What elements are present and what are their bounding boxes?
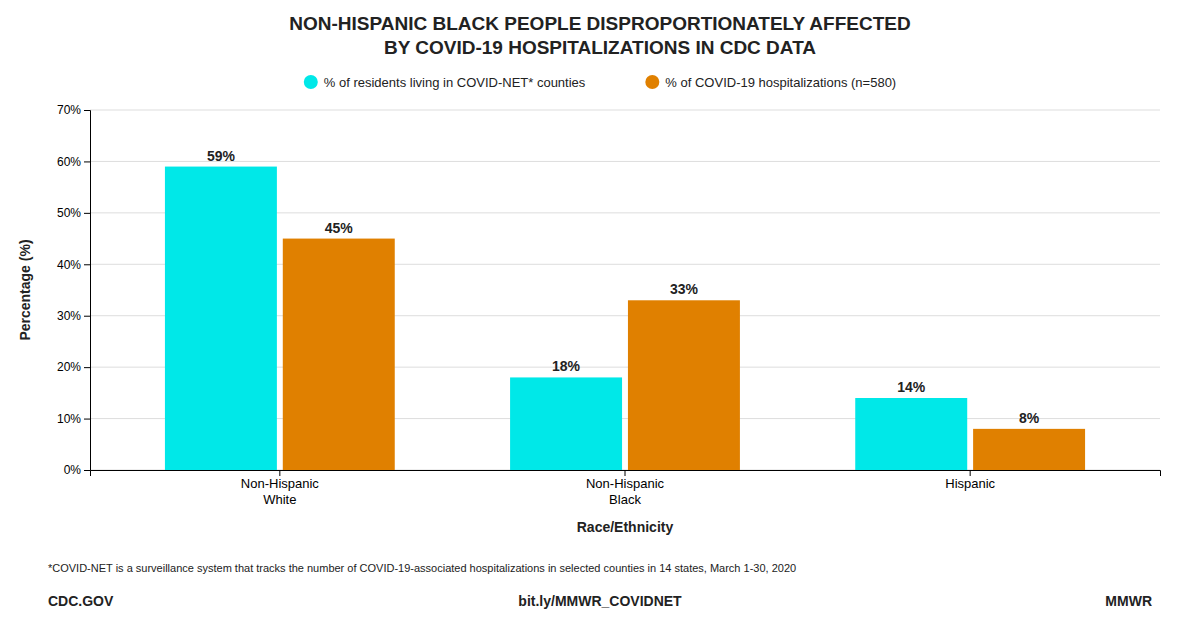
title: NON-HISPANIC BLACK PEOPLE DISPROPORTIONA… — [289, 13, 910, 58]
data-label: 59% — [207, 148, 236, 164]
chart: NON-HISPANIC BLACK PEOPLE DISPROPORTIONA… — [0, 0, 1200, 627]
y-tick: 40% — [57, 258, 90, 272]
bar — [165, 167, 277, 470]
data-label: 14% — [897, 379, 926, 395]
data-label: 18% — [552, 358, 581, 374]
y-tick-label: 70% — [57, 103, 81, 117]
legend-label: % of residents living in COVID-NET* coun… — [324, 75, 586, 90]
y-tick-mark — [84, 367, 90, 368]
y-tick-label: 30% — [57, 309, 81, 323]
y-tick: 0% — [64, 463, 90, 477]
x-tick: Non-HispanicWhite — [241, 470, 320, 507]
y-tick: 70% — [57, 103, 90, 117]
legend: % of residents living in COVID-NET* coun… — [304, 75, 896, 90]
data-labels: 59% 18% 14% 45% 33% 8% — [207, 148, 1040, 426]
y-tick-mark — [84, 213, 90, 214]
x-tick-mark — [625, 470, 626, 476]
footer: CDC.GOV — [48, 593, 114, 609]
y-tick-label: 50% — [57, 206, 81, 220]
y-tick-label: 10% — [57, 412, 81, 426]
x-axis-line — [91, 471, 1161, 477]
x-tick-mark — [970, 470, 971, 476]
grid-line — [90, 161, 1160, 162]
x-axis: Non-HispanicWhite Non-HispanicBlack Hispan… — [91, 470, 1161, 507]
y-tick-label: 40% — [57, 258, 81, 272]
plot: 59% 18% 14% 45% 33% 8% 0% 10% 20% 30% 40% 50% 60% 70%… — [57, 103, 1161, 507]
x-tick-label: Hispanic — [945, 476, 995, 491]
annotations: *COVID-NET is a surveillance system that… — [48, 562, 1152, 609]
legend-item: % of COVID-19 hospitalizations (n=580) — [645, 75, 896, 90]
bar — [283, 239, 395, 470]
legend-swatch — [645, 75, 659, 89]
legend-item: % of residents living in COVID-NET* coun… — [304, 75, 586, 90]
y-tick-mark — [84, 470, 90, 471]
y-tick: 50% — [57, 206, 90, 220]
y-tick-mark — [84, 110, 90, 111]
footnote: *COVID-NET is a surveillance system that… — [48, 562, 796, 574]
y-tick-mark — [84, 419, 90, 420]
data-label: 33% — [670, 281, 699, 297]
y-tick: 30% — [57, 309, 90, 323]
x-tick-mark — [279, 470, 280, 476]
y-tick-label: 20% — [57, 360, 81, 374]
y-tick: 20% — [57, 360, 90, 374]
y-axis-title: Percentage (%) — [17, 239, 33, 340]
bars — [165, 167, 1085, 470]
y-axis-line — [84, 111, 91, 471]
y-tick: 10% — [57, 412, 90, 426]
x-tick-label: Non-HispanicBlack — [586, 476, 665, 507]
bar — [973, 429, 1085, 470]
x-tick: Non-HispanicBlack — [586, 470, 665, 507]
grid — [90, 110, 1160, 470]
x-tick: Hispanic — [945, 470, 995, 491]
legend-swatch — [304, 75, 318, 89]
footer: MMWR — [1105, 593, 1152, 609]
y-tick-label: 60% — [57, 155, 81, 169]
x-axis-title: Race/Ethnicity — [577, 519, 674, 535]
y-axis: 0% 10% 20% 30% 40% 50% 60% 70% — [57, 103, 91, 477]
bar — [510, 377, 622, 470]
y-tick: 60% — [57, 155, 90, 169]
x-tick-label: Non-HispanicWhite — [241, 476, 320, 507]
y-tick-mark — [84, 264, 90, 265]
y-tick-label: 0% — [64, 463, 82, 477]
grid-line — [90, 110, 1160, 111]
data-label: 45% — [325, 220, 354, 236]
bar — [855, 398, 967, 470]
bar — [628, 300, 740, 470]
legend-label: % of COVID-19 hospitalizations (n=580) — [665, 75, 896, 90]
y-tick-mark — [84, 161, 90, 162]
footer: bit.ly/MMWR_COVIDNET — [518, 593, 682, 609]
y-tick-mark — [84, 316, 90, 317]
data-label: 8% — [1019, 410, 1040, 426]
